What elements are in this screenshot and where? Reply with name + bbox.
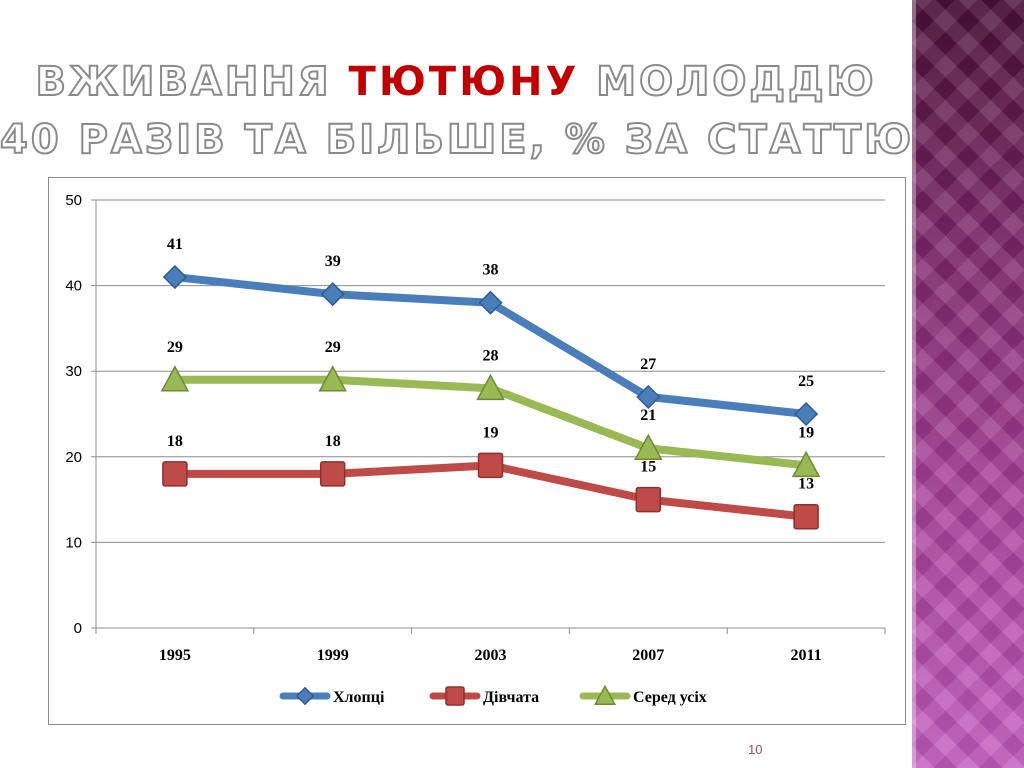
data-label: 21: [640, 407, 656, 424]
data-label: 29: [167, 339, 183, 356]
data-point-marker: [636, 384, 661, 409]
legend-item-2: Серед усіх: [579, 684, 707, 706]
y-tick-label: 30: [65, 363, 82, 380]
data-point-marker: [162, 461, 188, 487]
y-tick-label: 40: [65, 278, 82, 295]
y-tick-label: 20: [65, 449, 82, 466]
data-point-marker: [320, 282, 345, 307]
x-tick-label: 2003: [475, 647, 507, 664]
data-point-marker: [634, 433, 663, 461]
data-label: 27: [640, 356, 656, 373]
title-word-1: ВЖИВАННЯ: [34, 59, 332, 105]
slide-title-line1: ВЖИВАННЯ ТЮТЮНУ МОЛОДДЮ: [0, 59, 912, 105]
data-point-marker: [791, 450, 821, 478]
data-label: 29: [325, 339, 341, 356]
title-accent-word: ТЮТЮНУ: [348, 59, 580, 105]
legend-label: Серед усіх: [633, 689, 707, 706]
data-point-marker: [794, 401, 819, 427]
data-point-marker: [319, 461, 346, 487]
data-label: 13: [798, 476, 814, 493]
slide-title-line2: 40 РАЗІВ ТА БІЛЬШЕ, % ЗА СТАТТЮ: [0, 117, 915, 163]
series-2-points: 29 29 28 21 19: [160, 339, 821, 478]
legend-item-0: Хлопці: [279, 686, 385, 706]
data-point-marker: [476, 373, 505, 401]
data-label: 39: [325, 253, 341, 270]
data-point-marker: [160, 365, 190, 392]
data-point-marker: [593, 684, 617, 706]
data-label: 38: [483, 262, 499, 279]
data-label: 41: [167, 236, 183, 253]
y-tick-label: 0: [74, 620, 82, 637]
decorative-side-band: [912, 0, 1024, 768]
title-word-3: МОЛОДДЮ: [595, 59, 877, 105]
data-label: 15: [640, 459, 656, 476]
data-label: 18: [325, 433, 341, 450]
chart-frame: [48, 177, 906, 725]
data-point-marker: [295, 686, 315, 706]
data-point-marker: [318, 365, 347, 392]
x-tick-label: 1995: [159, 647, 191, 664]
data-label: 25: [798, 373, 814, 390]
legend-item-1: Дівчата: [429, 686, 539, 706]
y-tick-label: 10: [65, 534, 82, 551]
x-tick-label: 2011: [791, 647, 822, 664]
data-label: 28: [483, 347, 499, 364]
data-point-marker: [793, 503, 819, 530]
data-point-marker: [478, 290, 503, 315]
series-1-points: 18 18 19 15 13: [162, 424, 819, 530]
x-tick-label: 2007: [632, 647, 664, 664]
data-point-marker: [635, 486, 662, 513]
data-point-marker: [445, 686, 465, 706]
legend-label: Хлопці: [333, 689, 385, 706]
data-point-marker: [162, 264, 187, 290]
legend-label: Дівчата: [483, 689, 539, 706]
series-0-points: 41 39 38 27 25: [162, 236, 819, 427]
data-label: 19: [483, 424, 499, 441]
x-tick-label: 1999: [317, 647, 349, 664]
data-point-marker: [477, 452, 504, 479]
page-number: 10: [748, 742, 763, 757]
y-tick-label: 50: [65, 192, 82, 209]
data-label: 19: [798, 424, 814, 441]
data-label: 18: [167, 433, 183, 450]
